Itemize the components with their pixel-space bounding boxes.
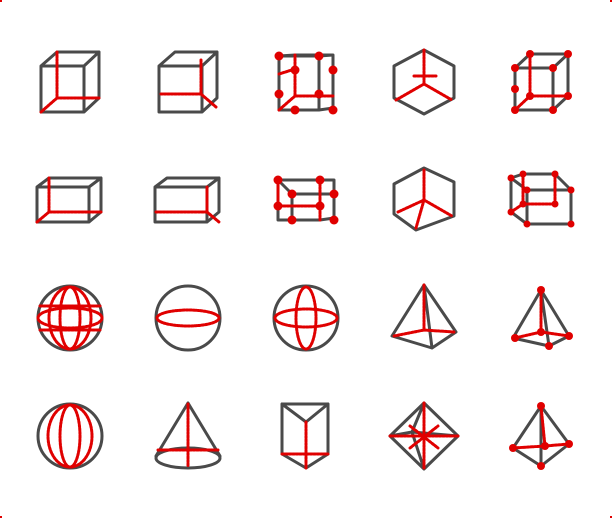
pyramid-vertices-icon: [511, 286, 573, 350]
cube-all-vertices-icon: [274, 51, 338, 115]
cuboid-all-vertices-icon: [273, 175, 339, 225]
cube-vertices-icon: [511, 50, 572, 114]
cube-center-axes-icon: [392, 48, 456, 116]
sphere-equator-icon: [154, 284, 222, 352]
tetrahedron-vertices-icon: [509, 402, 573, 470]
prism-edges-icon: [280, 402, 330, 470]
sphere-meridians-icon: [36, 402, 104, 470]
sphere-grid-icon: [36, 284, 104, 352]
cuboid-center-axes-icon: [392, 166, 456, 232]
cube-back-edges-icon: [39, 50, 101, 114]
cuboid-back-corner-icon: [153, 176, 221, 224]
cuboid-back-edges-icon: [35, 176, 103, 224]
cube-back-corner-icon: [157, 50, 219, 114]
corner-mark-top-right: [610, 0, 612, 2]
cone-axis-icon: [154, 401, 222, 470]
corner-mark-bottom-right: [610, 516, 612, 518]
cuboid-vertices-icon: [507, 170, 575, 228]
corner-mark-bottom-left: [0, 516, 2, 518]
corner-mark-top-left: [0, 0, 2, 2]
octahedron-icon: [388, 401, 460, 471]
tetrahedron-edges-icon: [390, 283, 458, 350]
sphere-cross-icon: [272, 284, 340, 352]
